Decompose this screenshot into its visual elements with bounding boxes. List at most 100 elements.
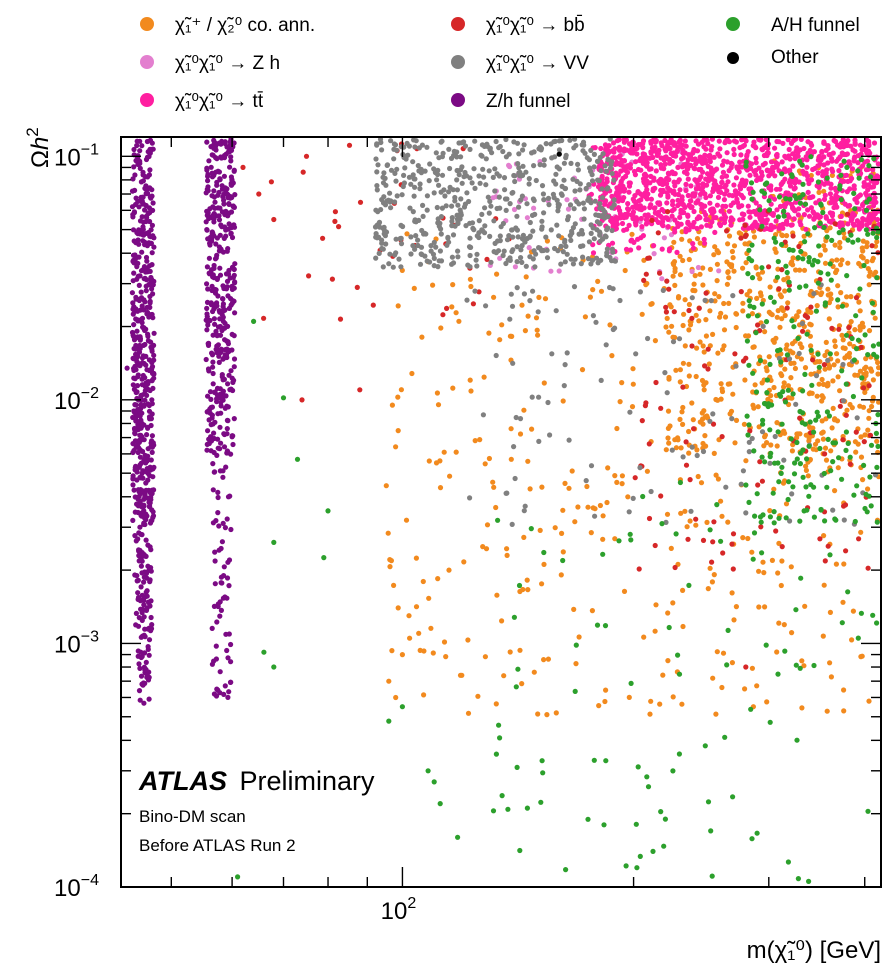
point-co-ann-0 [843,302,850,308]
point-z-h-funnel-5 [217,316,223,322]
point-vv-4 [593,319,599,325]
point-z-h-funnel-5 [132,431,138,437]
point-co-ann-0 [450,385,456,391]
point-vv-4 [786,356,793,362]
point-co-ann-0 [863,370,869,376]
point-tt-2 [707,193,714,199]
point-vv-4 [393,236,399,242]
point-co-ann-0 [449,304,455,310]
point-co-ann-0 [524,577,530,583]
point-co-ann-0 [584,483,590,490]
point-vv-4 [586,239,593,245]
point-a-h-funnel-6 [839,303,846,309]
point-tt-2 [709,144,715,150]
point-z-h-funnel-5 [228,641,234,648]
point-co-ann-0 [815,438,821,444]
point-a-h-funnel-6 [743,482,749,488]
point-co-ann-0 [789,630,795,636]
point-tt-2 [805,139,811,145]
point-z-h-funnel-5 [230,441,236,448]
point-z-h-funnel-5 [148,598,154,604]
point-vv-4 [548,141,554,147]
point-co-ann-0 [702,433,708,439]
point-co-ann-0 [759,269,766,275]
point-vv-4 [420,213,426,219]
point-a-h-funnel-6 [866,163,872,169]
point-vv-4 [486,168,492,174]
point-a-h-funnel-6 [808,347,814,353]
point-tt-2 [849,175,855,182]
point-co-ann-0 [803,467,810,473]
point-tt-2 [648,196,655,202]
point-tt-2 [636,198,642,204]
point-vv-4 [454,154,460,160]
point-tt-2 [710,207,717,213]
point-vv-4 [608,165,614,171]
point-co-ann-0 [614,479,620,485]
point-co-ann-0 [868,366,874,372]
point-vv-4 [487,233,493,239]
point-co-ann-0 [779,232,785,238]
point-co-ann-0 [413,555,419,561]
point-tt-2 [730,217,736,223]
point-tt-2 [833,192,839,198]
point-a-h-funnel-6 [294,456,301,462]
point-vv-4 [558,243,564,249]
point-co-ann-0 [796,309,802,315]
point-a-h-funnel-6 [774,274,781,280]
point-co-ann-0 [857,368,864,374]
point-z-h-funnel-5 [227,493,233,499]
point-co-ann-0 [700,265,706,271]
point-bb-3 [643,271,649,277]
point-vv-4 [648,488,654,495]
point-z-h-funnel-5 [208,396,214,402]
point-co-ann-0 [724,281,731,287]
point-vv-4 [527,233,533,239]
point-tt-2 [703,176,709,182]
point-co-ann-0 [678,445,684,451]
point-a-h-funnel-6 [708,828,714,834]
point-z-h-funnel-5 [210,487,216,493]
point-tt-2 [667,160,673,166]
point-co-ann-0 [665,435,671,441]
point-co-ann-0 [447,473,453,479]
point-vv-4 [523,263,529,269]
point-z-h-funnel-5 [146,696,152,702]
point-tt-2 [833,138,839,145]
point-vv-4 [471,166,477,172]
point-z-h-funnel-5 [232,261,238,267]
point-a-h-funnel-6 [497,735,503,741]
point-tt-2 [672,229,678,235]
point-a-h-funnel-6 [743,159,749,165]
point-a-h-funnel-6 [804,456,810,462]
point-co-ann-0 [517,431,524,437]
point-vv-4 [454,187,460,193]
point-z-h-funnel-5 [222,683,228,689]
point-co-ann-0 [797,267,803,273]
point-z-h-funnel-5 [213,255,219,261]
point-z-h-funnel-5 [220,301,226,307]
point-vv-4 [437,220,443,226]
point-co-ann-0 [386,678,392,684]
point-vv-4 [512,178,518,185]
point-vv-4 [497,205,503,211]
point-co-ann-0 [864,244,870,250]
point-co-ann-0 [700,282,706,288]
point-a-h-funnel-6 [759,454,765,460]
point-z-h-funnel-5 [151,464,157,470]
point-a-h-funnel-6 [431,779,437,785]
point-co-ann-0 [622,267,628,274]
point-vv-4 [514,285,520,291]
point-vv-4 [398,241,405,247]
point-co-ann-0 [726,233,733,239]
point-a-h-funnel-6 [635,764,641,770]
point-co-ann-0 [521,407,527,413]
point-co-ann-0 [629,404,636,410]
point-tt-2 [823,170,829,176]
point-co-ann-0 [433,460,440,466]
point-tt-2 [638,156,644,162]
point-z-h-funnel-5 [206,255,212,261]
point-bb-3 [766,264,772,270]
point-tt-2 [685,166,691,172]
point-a-h-funnel-6 [749,196,755,202]
